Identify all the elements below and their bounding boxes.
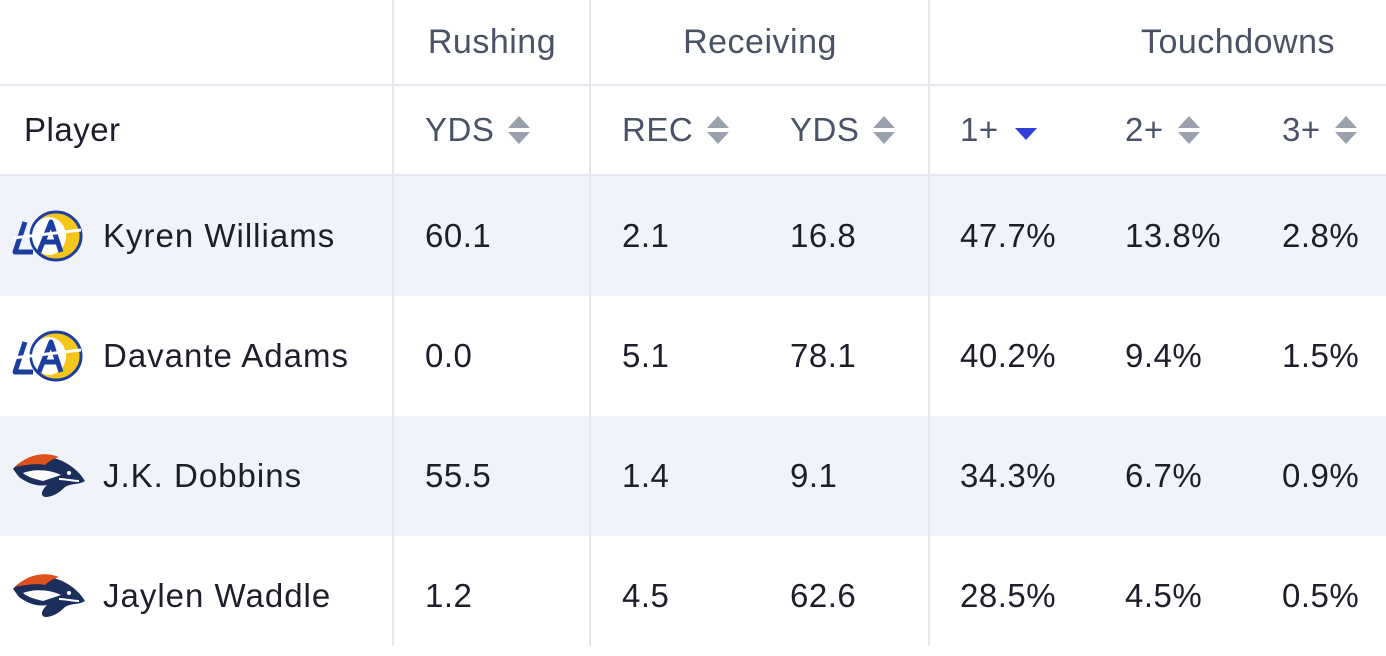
column-header-player: Player [24, 86, 121, 174]
cell-rec: 2.1 [622, 217, 670, 254]
column-header-td1-label: 1+ [960, 111, 999, 148]
table-row[interactable] [0, 416, 1386, 536]
cell-rec: 1.4 [622, 457, 670, 494]
column-divider [392, 0, 394, 646]
sort-icon[interactable] [508, 114, 531, 146]
table-row[interactable] [0, 176, 1386, 296]
sort-icon[interactable] [1177, 114, 1200, 146]
cell-td2: 4.5% [1125, 577, 1203, 614]
cell-td2: 13.8% [1125, 217, 1222, 254]
cell-rec-yds: 62.6 [790, 577, 857, 614]
sort-icon[interactable] [707, 114, 730, 146]
player-cell[interactable]: Jaylen Waddle [0, 536, 392, 656]
column-divider [928, 0, 930, 646]
group-header-touchdowns: Touchdowns [1140, 22, 1335, 61]
cell-td2: 9.4% [1125, 337, 1203, 374]
cell-rec-yds: 9.1 [790, 457, 838, 494]
group-header-receiving: Receiving [683, 22, 837, 61]
cell-td3: 0.9% [1282, 457, 1360, 494]
column-header-td2-label: 2+ [1125, 111, 1164, 148]
column-header-td3-label: 3+ [1282, 111, 1321, 148]
cell-td1: 40.2% [960, 337, 1057, 374]
cell-td3: 0.5% [1282, 577, 1360, 614]
cell-td3: 1.5% [1282, 337, 1360, 374]
player-cell[interactable]: J.K. Dobbins [0, 416, 392, 536]
column-header-td2[interactable]: 2+ [1125, 86, 1200, 174]
cell-rec: 5.1 [622, 337, 670, 374]
cell-rec-yds: 16.8 [790, 217, 857, 254]
cell-rec-yds: 78.1 [790, 337, 857, 374]
player-cell[interactable]: Kyren Williams [0, 176, 392, 296]
broncos-logo-icon [9, 445, 87, 507]
cell-td3: 2.8% [1282, 217, 1360, 254]
player-cell[interactable]: Davante Adams [0, 296, 392, 416]
cell-rec: 4.5 [622, 577, 670, 614]
cell-rush-yds: 1.2 [425, 577, 473, 614]
column-header-rec-yds[interactable]: YDS [790, 86, 896, 174]
column-header-td3[interactable]: 3+ [1282, 86, 1357, 174]
column-header-rec-yds-label: YDS [790, 111, 860, 148]
column-header-player-label: Player [24, 111, 121, 148]
cell-rush-yds: 0.0 [425, 337, 473, 374]
player-name[interactable]: Kyren Williams [103, 217, 336, 254]
sort-icon[interactable] [873, 114, 896, 146]
column-header-rec[interactable]: REC [622, 86, 730, 174]
player-name[interactable]: J.K. Dobbins [103, 457, 303, 494]
cell-rush-yds: 55.5 [425, 457, 492, 494]
column-header-rec-label: REC [622, 111, 694, 148]
column-header-rush-yds[interactable]: YDS [425, 86, 531, 174]
player-name[interactable]: Jaylen Waddle [103, 577, 332, 614]
column-divider [589, 0, 591, 646]
sort-descending-icon[interactable] [1014, 114, 1037, 146]
player-name[interactable]: Davante Adams [103, 337, 349, 374]
cell-td1: 34.3% [960, 457, 1057, 494]
column-header-rush-yds-label: YDS [425, 111, 495, 148]
group-header-rushing: Rushing [427, 22, 557, 61]
cell-td1: 28.5% [960, 577, 1057, 614]
header-divider [0, 174, 1386, 176]
cell-rush-yds: 60.1 [425, 217, 492, 254]
rams-logo-icon [9, 205, 87, 267]
header-divider [0, 84, 1386, 86]
cell-td1: 47.7% [960, 217, 1057, 254]
broncos-logo-icon [9, 565, 87, 627]
sort-icon[interactable] [1334, 114, 1357, 146]
cell-td2: 6.7% [1125, 457, 1203, 494]
rams-logo-icon [9, 325, 87, 387]
column-header-td1[interactable]: 1+ [960, 86, 1037, 174]
